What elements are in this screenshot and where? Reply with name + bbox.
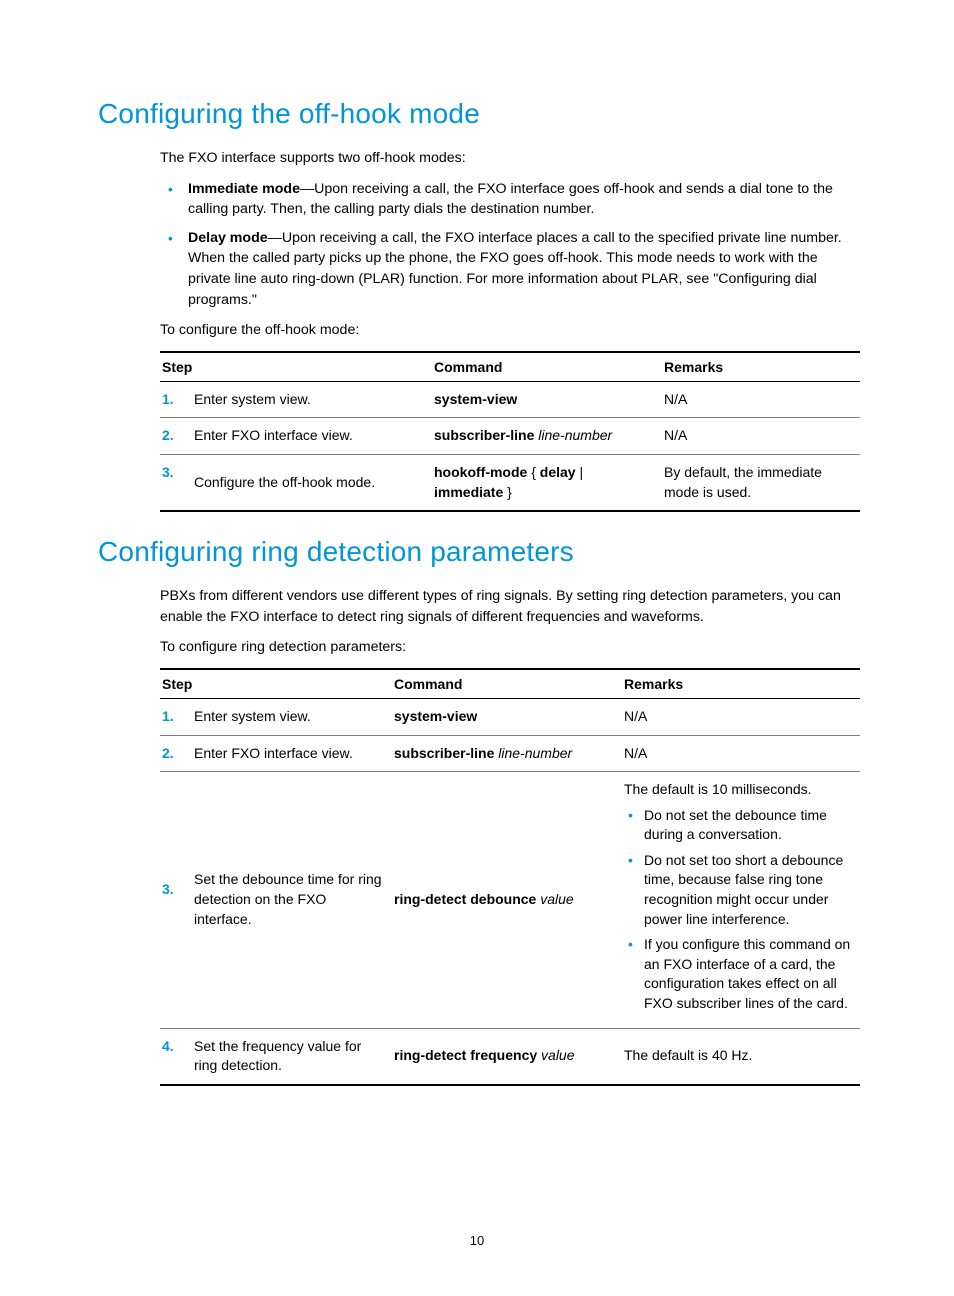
table-header-row: Step Command Remarks <box>160 669 860 699</box>
section1-bullet-list: Immediate mode —Upon receiving a call, th… <box>160 179 856 311</box>
step-remarks: N/A <box>662 418 860 455</box>
table-row: 3. Configure the off-hook mode. hookoff-… <box>160 454 860 511</box>
page-number: 10 <box>0 1233 954 1248</box>
step-desc: Set the debounce time for ring detection… <box>192 772 392 1029</box>
cmd-text: immediate <box>434 484 503 500</box>
step-command: hookoff-mode { delay | immediate } <box>432 454 662 511</box>
remarks-bullet: If you configure this command on an FXO … <box>624 935 854 1013</box>
section2-intro: PBXs from different vendors use differen… <box>160 586 856 627</box>
step-desc: Enter system view. <box>192 381 432 418</box>
step-command: ring-detect debounce value <box>392 772 622 1029</box>
section2-lead: To configure ring detection parameters: <box>160 637 856 658</box>
remarks-bullet-list: Do not set the debounce time during a co… <box>624 806 854 1014</box>
th-command: Command <box>392 669 622 699</box>
cmd-text: system-view <box>434 391 517 407</box>
cmd-arg: value <box>536 891 573 907</box>
table-header-row: Step Command Remarks <box>160 352 860 382</box>
cmd-text: ring-detect frequency <box>394 1047 537 1063</box>
step-number: 1. <box>160 698 192 735</box>
remarks-bullet: Do not set the debounce time during a co… <box>624 806 854 845</box>
cmd-brace: { <box>527 464 539 480</box>
section-heading-offhook: Configuring the off-hook mode <box>98 98 856 130</box>
step-remarks: By default, the immediate mode is used. <box>662 454 860 511</box>
cmd-text: ring-detect debounce <box>394 891 536 907</box>
section2-content: PBXs from different vendors use differen… <box>160 586 856 1086</box>
bullet-immediate-mode: Immediate mode—Upon receiving a call, th… <box>160 179 856 220</box>
page-container: Configuring the off-hook mode The FXO in… <box>0 0 954 1296</box>
step-command: system-view <box>432 381 662 418</box>
step-number: 1. <box>160 381 192 418</box>
cmd-text: subscriber-line <box>394 745 494 761</box>
section1-lead: To configure the off-hook mode: <box>160 320 856 341</box>
section1-content: The FXO interface supports two off-hook … <box>160 148 856 512</box>
step-number: 3. <box>160 772 192 1029</box>
th-command: Command <box>432 352 662 382</box>
step-remarks: N/A <box>622 735 860 772</box>
section1-intro: The FXO interface supports two off-hook … <box>160 148 856 169</box>
step-remarks: The default is 10 milliseconds. Do not s… <box>622 772 860 1029</box>
table-ring-detection: Step Command Remarks 1. Enter system vie… <box>160 668 860 1086</box>
step-desc: Configure the off-hook mode. <box>192 454 432 511</box>
table-row: 1. Enter system view. system-view N/A <box>160 381 860 418</box>
step-command: subscriber-line line-number <box>392 735 622 772</box>
th-remarks: Remarks <box>622 669 860 699</box>
step-number: 2. <box>160 735 192 772</box>
table-row: 2. Enter FXO interface view. subscriber-… <box>160 418 860 455</box>
step-number: 3. <box>160 454 192 511</box>
step-command: ring-detect frequency value <box>392 1028 622 1085</box>
cmd-text: system-view <box>394 708 477 724</box>
bullet-term: Delay mode <box>188 230 268 246</box>
table-row: 1. Enter system view. system-view N/A <box>160 698 860 735</box>
cmd-brace: } <box>503 484 512 500</box>
cmd-arg: line-number <box>494 745 572 761</box>
step-remarks: The default is 40 Hz. <box>622 1028 860 1085</box>
step-desc: Enter FXO interface view. <box>192 418 432 455</box>
step-desc: Enter system view. <box>192 698 392 735</box>
cmd-text: hookoff-mode <box>434 464 527 480</box>
th-step: Step <box>160 669 392 699</box>
th-remarks: Remarks <box>662 352 860 382</box>
cmd-arg: line-number <box>534 427 612 443</box>
bullet-term: Immediate mode <box>188 181 300 197</box>
step-remarks: N/A <box>662 381 860 418</box>
step-command: subscriber-line line-number <box>432 418 662 455</box>
cmd-pipe: | <box>576 464 584 480</box>
cmd-text: subscriber-line <box>434 427 534 443</box>
remarks-lead: The default is 10 milliseconds. <box>624 780 854 800</box>
bullet-desc: —Upon receiving a call, the FXO interfac… <box>188 230 842 308</box>
cmd-arg: value <box>537 1047 574 1063</box>
step-desc: Set the frequency value for ring detecti… <box>192 1028 392 1085</box>
step-remarks: N/A <box>622 698 860 735</box>
remarks-bullet: Do not set too short a debounce time, be… <box>624 851 854 929</box>
table-row: 3. Set the debounce time for ring detect… <box>160 772 860 1029</box>
cmd-text: delay <box>540 464 576 480</box>
table-offhook-mode: Step Command Remarks 1. Enter system vie… <box>160 351 860 512</box>
section-heading-ringdetect: Configuring ring detection parameters <box>98 536 856 568</box>
step-number: 4. <box>160 1028 192 1085</box>
step-number: 2. <box>160 418 192 455</box>
table-row: 2. Enter FXO interface view. subscriber-… <box>160 735 860 772</box>
bullet-delay-mode: Delay mode—Upon receiving a call, the FX… <box>160 228 856 310</box>
step-desc: Enter FXO interface view. <box>192 735 392 772</box>
table-row: 4. Set the frequency value for ring dete… <box>160 1028 860 1085</box>
step-command: system-view <box>392 698 622 735</box>
th-step: Step <box>160 352 432 382</box>
